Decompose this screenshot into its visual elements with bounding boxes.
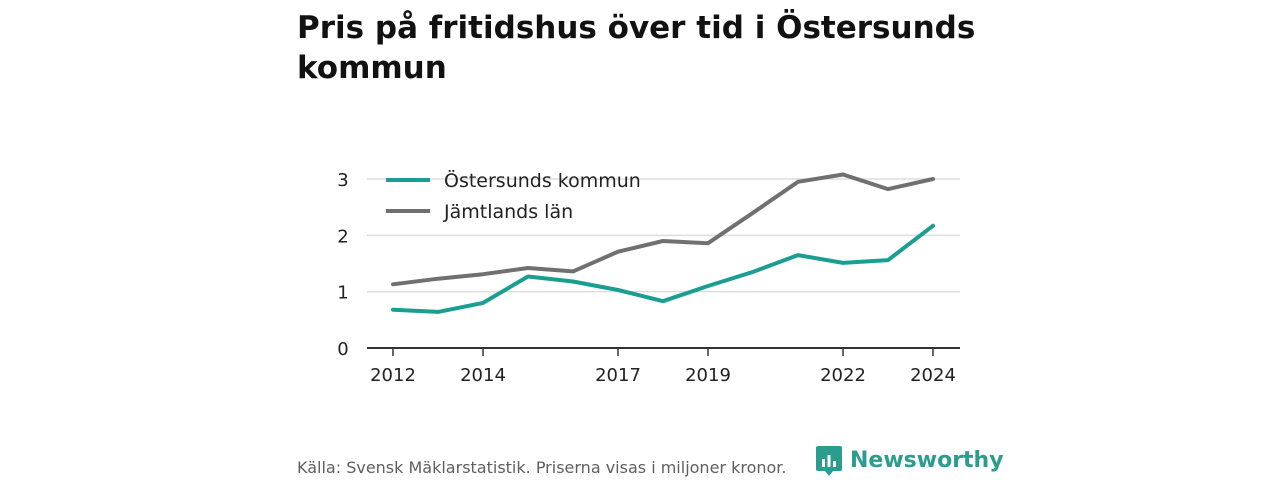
chart-title: Pris på fritidshus över tid i Östersunds… [297,10,976,86]
series-lines [391,172,935,314]
newsworthy-logo-icon [816,446,842,476]
legend-label-1: Östersunds kommun [444,169,641,192]
series-line-2 [391,172,935,287]
x-tick-label: 2012 [370,365,416,386]
x-tick-label: 2019 [685,365,731,386]
x-tick-label: 2014 [460,365,506,386]
legend: Östersunds kommun Jämtlands län [386,169,641,223]
y-tick-label: 1 [337,283,348,304]
x-axis-ticks: 2012 2014 2017 2019 2022 2024 [370,348,956,386]
x-tick-label: 2022 [820,365,866,386]
y-tick-label: 0 [337,339,348,360]
y-tick-label: 2 [337,226,348,247]
brand-name: Newsworthy [850,448,1004,473]
x-tick-label: 2017 [595,365,641,386]
y-tick-label: 3 [337,170,348,191]
y-axis-ticks: 0 1 2 3 [337,170,348,360]
gridlines [367,178,960,293]
x-tick-label: 2024 [910,365,956,386]
series-line-1 [391,223,935,314]
legend-label-2: Jämtlands län [443,201,573,223]
brand-logo: Newsworthy [815,445,1004,477]
source-note: Källa: Svensk Mäklarstatistik. Priserna … [297,458,787,477]
